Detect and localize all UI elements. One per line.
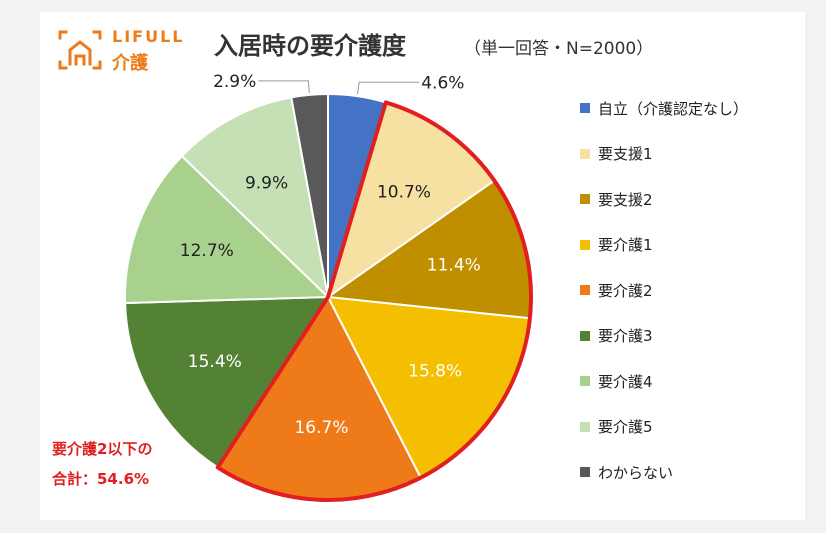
legend-swatch-8 (580, 421, 590, 432)
legend-swatch-5 (580, 285, 590, 295)
legend-swatch-2 (580, 148, 590, 159)
legend-item-9: わからない (580, 460, 673, 484)
legend-label-8: 要介護5 (598, 418, 653, 436)
legend-label-2: 要支援1 (598, 145, 653, 163)
data-label-3: 11.4% (427, 256, 481, 276)
data-label-5: 16.7% (294, 418, 348, 438)
legend-swatch-1 (580, 103, 590, 113)
legend-item-6: 要介護3 (580, 324, 653, 348)
chart-title: 入居時の要介護度 (214, 32, 406, 60)
data-label-2: 10.7% (377, 183, 431, 203)
legend-swatch-9 (580, 467, 590, 477)
pie-slice-9 (290, 92, 329, 298)
data-label-4: 15.8% (408, 361, 462, 381)
legend-label-4: 要介護1 (598, 236, 653, 254)
legend-label-5: 要介護2 (598, 281, 653, 300)
legend-label-1: 自立（介護認定なし） (598, 99, 749, 118)
lifull-logo-icon (58, 30, 102, 70)
legend-label-3: 要支援2 (598, 190, 653, 209)
legend-label-9: わからない (598, 463, 674, 482)
pie-slice-6 (124, 295, 330, 469)
data-label-8: 9.9% (245, 174, 288, 194)
leader-line-9 (258, 80, 310, 93)
legend-label-6: 要介護3 (598, 327, 653, 345)
legend-item-7: 要介護4 (580, 369, 653, 393)
legend-item-3: 要支援2 (580, 187, 653, 211)
logo-subtext: 介護 (112, 53, 148, 74)
legend-swatch-3 (580, 194, 590, 204)
data-label-7: 12.7% (180, 241, 234, 261)
logo-text: LIFULL (112, 27, 185, 46)
highlight-note-line1: 要介護2以下の (52, 440, 153, 458)
legend-swatch-7 (580, 376, 590, 386)
pie-slice-7 (124, 154, 331, 305)
data-label-1: 4.6% (421, 73, 464, 93)
legend-swatch-4 (580, 239, 590, 250)
legend-item-8: 要介護5 (580, 415, 653, 439)
highlight-note-line2: 合計：54.6% (52, 470, 150, 488)
chart-subtitle: （単一回答・N=2000） (464, 39, 654, 59)
legend-item-4: 要介護1 (580, 233, 653, 257)
legend-item-2: 要支援1 (580, 142, 653, 166)
leader-line-1 (356, 81, 420, 95)
pie-slice-8 (180, 96, 330, 300)
legend-label-7: 要介護4 (598, 372, 653, 391)
data-label-9: 2.9% (213, 72, 256, 92)
legend-item-1: 自立（介護認定なし） (580, 96, 748, 120)
data-label-6: 15.4% (188, 352, 242, 372)
legend-swatch-6 (580, 330, 590, 341)
highlight-outline (215, 100, 533, 502)
legend-item-5: 要介護2 (580, 278, 653, 302)
